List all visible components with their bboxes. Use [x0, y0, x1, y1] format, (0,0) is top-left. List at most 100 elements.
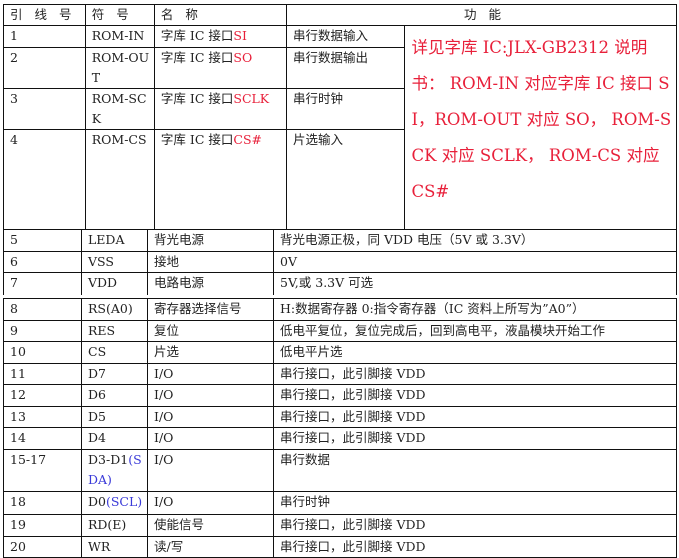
symbol-cell: RES — [81, 320, 148, 342]
header-symbol: 符 号 — [84, 4, 155, 26]
pin-cell: 15-17 — [3, 449, 82, 492]
table-row: 3 ROM-SCK 字库 IC 接口SCLK 串行时钟 — [3, 88, 677, 130]
symbol-text: D5 — [88, 409, 106, 424]
name-text: 字库 IC 接口 — [160, 28, 234, 43]
table-row: 2 ROM-OUT 字库 IC 接口SO 串行数据输出 — [3, 47, 677, 89]
function-cell: 串行接口，此引脚接 VDD — [273, 384, 677, 407]
name-cell: 字库 IC 接口SI — [153, 25, 288, 48]
symbol-text: RS(A0) — [88, 301, 133, 316]
name-cell: 复位 — [147, 320, 274, 342]
table-row: 4 ROM-CS 字库 IC 接口CS# 片选输入 — [3, 129, 677, 230]
function-cell: 串行接口，此引脚接 VDD — [273, 536, 677, 558]
function-cell: 0V — [273, 250, 677, 273]
name-cell: I/O — [147, 363, 274, 385]
name-cell: 读/写 — [147, 536, 274, 558]
symbol-cell: LEDA — [81, 230, 148, 252]
function-cell: 背光电源正极，同 VDD 电压（5V 或 3.3V） — [273, 230, 677, 252]
pin-cell: 3 — [3, 88, 86, 130]
header-name: 名 称 — [153, 4, 288, 26]
pin-cell: 18 — [3, 491, 82, 515]
name-highlight: CS# — [233, 132, 262, 147]
symbol-cell: D5 — [81, 406, 148, 428]
function-cell: 串行接口，此引脚接 VDD — [273, 406, 677, 428]
pin-cell: 2 — [3, 47, 86, 89]
symbol-cell: VSS — [81, 250, 148, 273]
name-cell: 字库 IC 接口SO — [153, 47, 288, 89]
name-cell: 接地 — [147, 250, 274, 273]
table-row: 14 D4 I/O 串行接口，此引脚接 VDD — [3, 427, 677, 450]
symbol-cell: RD(E) — [81, 514, 148, 537]
name-cell: I/O — [147, 406, 274, 428]
symbol-cell: VDD — [81, 271, 148, 295]
name-cell: 字库 IC 接口SCLK — [153, 88, 288, 130]
function-cell: 串行时钟 — [285, 88, 406, 130]
table-row: 1 ROM-IN 字库 IC 接口SI 串行数据输入 详见字库 IC:JLX-G… — [3, 25, 677, 230]
table-row: 18 D0(SCL) I/O 串行时钟 — [3, 491, 677, 515]
name-cell: 字库 IC 接口CS# — [153, 129, 288, 230]
symbol-cell: D3-D1(SDA) — [81, 449, 148, 492]
table-row: 19 RD(E) 使能信号 串行接口，此引脚接 VDD — [3, 514, 677, 537]
function-cell: 串行接口，此引脚接 VDD — [273, 363, 677, 385]
pin-table-lcd: 8 RS(A0) 寄存器选择信号 H:数据寄存器 0:指令寄存器（IC 资料上所写为”… — [3, 298, 677, 558]
name-cell: I/O — [147, 427, 274, 450]
table-row: 10 CS 片选 低电平片选 — [3, 341, 677, 364]
symbol-cell: CS — [81, 341, 148, 364]
function-cell: 串行数据输入 — [285, 25, 406, 48]
symbol-cell: D0(SCL) — [81, 491, 148, 515]
symbol-cell: D4 — [81, 427, 148, 450]
table-row: 12 D6 I/O 串行接口，此引脚接 VDD — [3, 384, 677, 407]
symbol-cell: ROM-CS — [84, 129, 155, 230]
rom-note: 详见字库 IC:JLX-GB2312 说明书： ROM-IN 对应字库 IC 接… — [404, 25, 677, 230]
pin-cell: 13 — [3, 406, 82, 428]
pin-cell: 20 — [3, 536, 82, 558]
header-function: 功 能 — [286, 4, 677, 26]
symbol-cell: ROM-IN — [84, 25, 155, 48]
function-cell: 片选输入 — [285, 129, 406, 230]
name-cell: 电路电源 — [147, 271, 274, 295]
name-cell: 背光电源 — [147, 230, 274, 252]
table-row: 5 LEDA 背光电源 背光电源正极，同 VDD 电压（5V 或 3.3V） — [3, 230, 677, 252]
symbol-text: RD(E) — [88, 517, 127, 532]
symbol-text: D0 — [88, 494, 106, 509]
function-cell: 低电平片选 — [273, 341, 677, 364]
symbol-cell: RS(A0) — [81, 298, 148, 321]
name-text: 字库 IC 接口 — [160, 50, 234, 65]
pin-cell: 1 — [3, 25, 86, 48]
pin-cell: 5 — [3, 230, 82, 252]
symbol-text: WR — [88, 539, 111, 554]
table-row: 8 RS(A0) 寄存器选择信号 H:数据寄存器 0:指令寄存器（IC 资料上所写为”… — [3, 298, 677, 321]
header-pin: 引 线 号 — [3, 4, 86, 26]
header-row: 引 线 号 符 号 名 称 功 能 — [3, 4, 677, 26]
table-row: 15-17 D3-D1(SDA) I/O 串行数据 — [3, 449, 677, 492]
pin-cell: 11 — [3, 363, 82, 385]
pin-cell: 19 — [3, 514, 82, 537]
symbol-text: D7 — [88, 366, 106, 381]
name-highlight: SO — [233, 50, 253, 65]
pin-cell: 7 — [3, 271, 82, 295]
table-row: 11 D7 I/O 串行接口，此引脚接 VDD — [3, 363, 677, 385]
pin-cell: 4 — [3, 129, 86, 230]
symbol-cell: WR — [81, 536, 148, 558]
name-highlight: SCLK — [233, 91, 270, 106]
table-row: 20 WR 读/写 串行接口，此引脚接 VDD — [3, 536, 677, 558]
function-cell: 串行数据输出 — [285, 47, 406, 89]
pin-cell: 12 — [3, 384, 82, 407]
name-cell: 寄存器选择信号 — [147, 298, 274, 321]
pin-cell: 9 — [3, 320, 82, 342]
symbol-cell: ROM-OUT — [84, 47, 155, 89]
name-cell: 使能信号 — [147, 514, 274, 537]
pin-table-power: 5 LEDA 背光电源 背光电源正极，同 VDD 电压（5V 或 3.3V） 6… — [3, 230, 677, 295]
function-cell: 串行数据 — [273, 449, 677, 492]
pin-cell: 14 — [3, 427, 82, 450]
name-cell: 片选 — [147, 341, 274, 364]
function-cell: 低电平复位，复位完成后，回到高电平，液晶模块开始工作 — [273, 320, 677, 342]
table-row: 7 VDD 电路电源 5V,或 3.3V 可选 — [3, 271, 677, 295]
name-text: 字库 IC 接口 — [160, 91, 234, 106]
pin-cell: 6 — [3, 250, 82, 273]
symbol-cell: D7 — [81, 363, 148, 385]
symbol-cell: ROM-SCK — [84, 88, 155, 130]
name-cell: I/O — [147, 384, 274, 407]
function-cell: 5V,或 3.3V 可选 — [273, 271, 677, 295]
symbol-text: CS — [88, 344, 107, 359]
